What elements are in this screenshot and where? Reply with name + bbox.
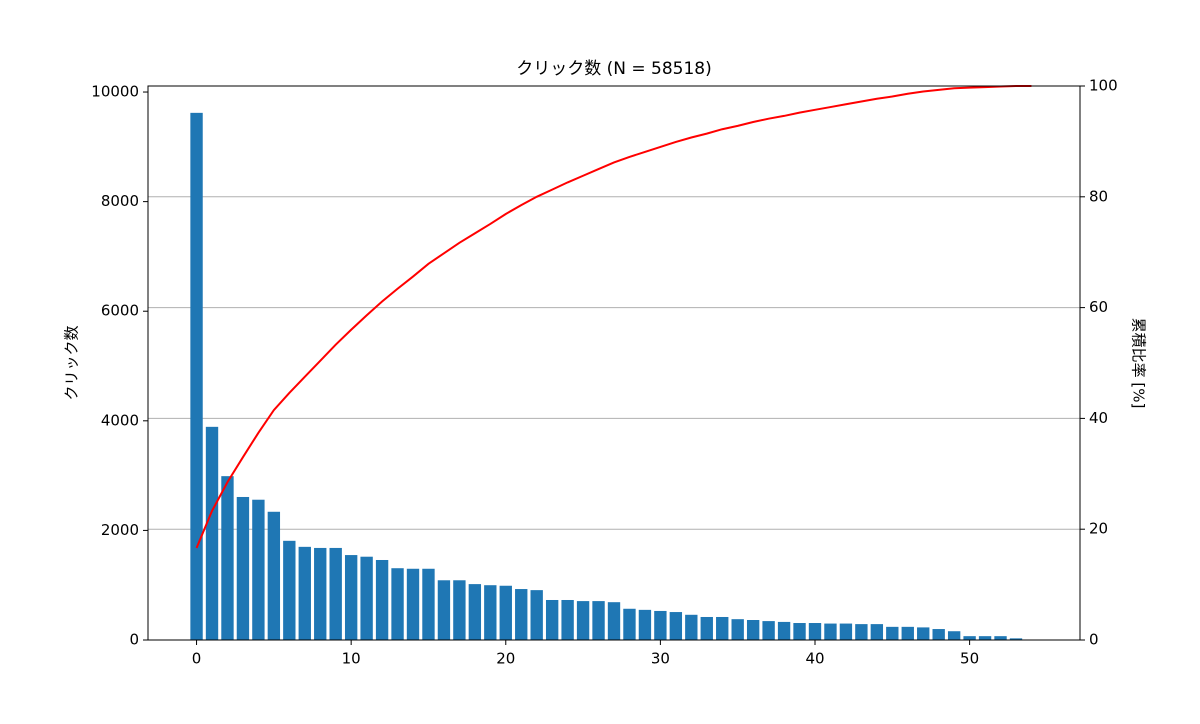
y-tick-label: 2000 [101,521,139,539]
y2-tick-label: 80 [1089,187,1108,205]
bar [855,624,867,640]
y2-tick-label: 60 [1089,298,1108,316]
bar [546,600,558,640]
bar [561,600,573,640]
bar [948,631,960,640]
bar [330,548,342,640]
bar [608,602,620,640]
y2-tick-label: 20 [1089,520,1108,538]
bar [654,611,666,640]
chart-title: クリック数 (N = 58518) [516,59,712,79]
bar [422,569,434,640]
bar [809,623,821,640]
bar [268,512,280,640]
bar [639,610,651,640]
bar [376,560,388,640]
bar [500,586,512,640]
bar [732,619,744,640]
bar [963,636,975,640]
bar [917,627,929,640]
bar [778,622,790,640]
bar [747,620,759,640]
y2-tick-label: 40 [1089,409,1108,427]
y-tick-label: 10000 [91,83,139,101]
bar [979,636,991,640]
bar [577,601,589,640]
y-tick-label: 8000 [101,192,139,210]
bar [314,548,326,640]
bar [592,601,604,640]
bar [407,569,419,640]
bar [515,589,527,640]
bar [840,624,852,640]
bar [469,584,481,640]
bar [345,555,357,640]
y-tick-label: 6000 [101,302,139,320]
bar [685,615,697,640]
x-tick-label: 20 [496,650,515,668]
bar [531,590,543,640]
y-tick-label: 4000 [101,411,139,429]
bar [871,624,883,640]
bar [716,617,728,640]
x-tick-label: 0 [192,650,202,668]
bar [994,636,1006,640]
y2-axis-label: 累積比率 [%] [1130,318,1148,409]
bar [824,624,836,640]
bar [391,568,403,640]
bar [453,580,465,640]
bar [793,623,805,640]
bar [762,621,774,640]
x-tick-label: 50 [960,650,979,668]
bar [886,627,898,640]
x-tick-label: 30 [651,650,670,668]
bar [701,617,713,640]
bar [670,612,682,640]
bar [623,609,635,640]
bar [902,627,914,640]
x-tick-label: 10 [342,650,361,668]
bar [190,113,202,640]
bar [438,580,450,640]
bar [237,497,249,640]
y2-tick-label: 100 [1089,77,1118,95]
bar [933,629,945,640]
bar [206,427,218,640]
bar [252,500,264,640]
bar [484,585,496,640]
y-tick-label: 0 [129,631,139,649]
y-axis-label: クリック数 [63,325,81,400]
x-tick-label: 40 [805,650,824,668]
bar [299,547,311,640]
cumulative-line [197,86,1032,548]
y2-tick-label: 0 [1089,631,1099,649]
bar [221,476,233,640]
bar [283,541,295,640]
bar [360,557,372,640]
